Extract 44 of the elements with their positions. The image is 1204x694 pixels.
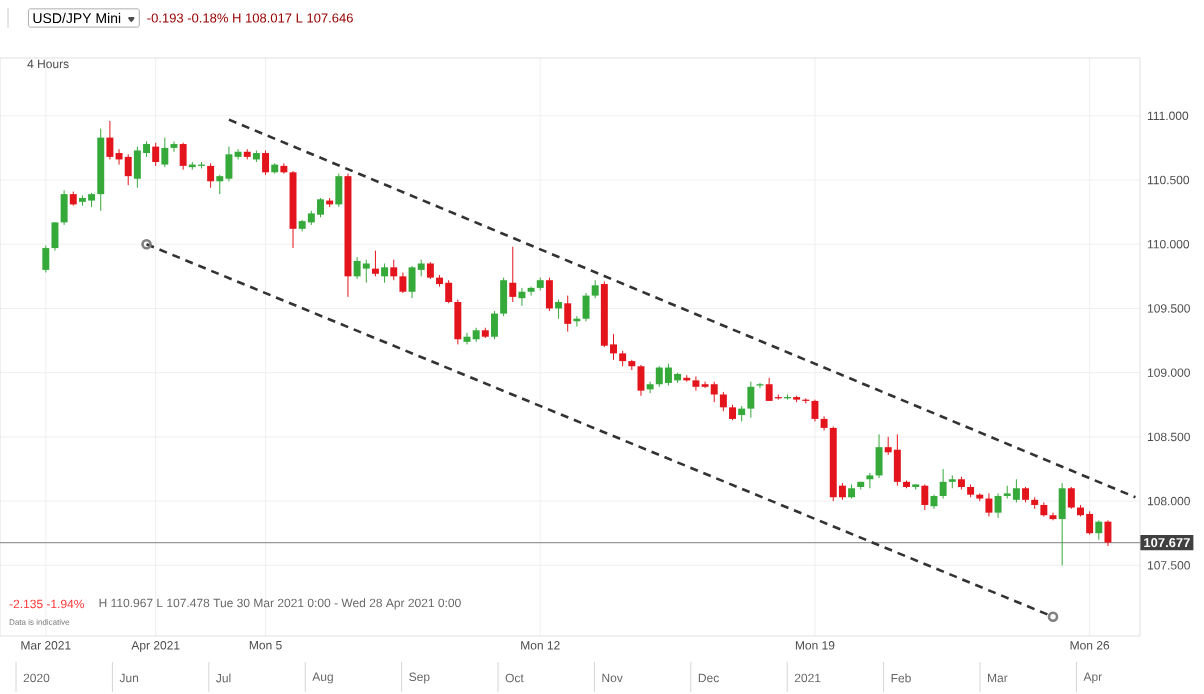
candlestick — [1104, 519, 1112, 547]
candlestick — [719, 391, 727, 412]
candlestick — [747, 381, 755, 419]
candlestick — [756, 382, 764, 389]
candlestick — [454, 298, 462, 345]
candlestick — [545, 277, 553, 312]
candlestick — [811, 399, 819, 422]
candlestick — [280, 162, 288, 175]
candlestick — [262, 149, 270, 176]
candlestick — [866, 472, 874, 489]
candlestick — [875, 433, 883, 479]
candlestick — [335, 173, 343, 208]
candlestick — [152, 142, 160, 167]
candlestick — [637, 364, 645, 397]
candlestick — [994, 492, 1002, 519]
candlestick — [161, 137, 169, 168]
candlestick — [1058, 482, 1066, 566]
candlestick — [582, 292, 590, 322]
candlestick — [509, 246, 517, 303]
candlestick — [381, 262, 389, 284]
candlestick — [390, 259, 398, 281]
candlestick — [399, 271, 407, 294]
candlestick — [921, 483, 929, 511]
candlestick — [1095, 519, 1103, 541]
candlestick — [985, 492, 993, 518]
candlestick — [564, 295, 572, 333]
candlestick — [371, 250, 379, 277]
candlestick — [500, 277, 508, 317]
candlestick — [60, 189, 68, 226]
candlestick — [179, 142, 187, 171]
candlestick — [646, 381, 654, 394]
candlestick — [555, 298, 563, 320]
candlestick — [207, 162, 215, 189]
candlestick — [124, 153, 132, 186]
candlestick — [490, 310, 498, 340]
candlestick — [710, 381, 718, 403]
candlestick — [51, 221, 59, 252]
candlestick — [518, 287, 526, 307]
candlestick — [42, 245, 50, 273]
candlestick — [893, 433, 901, 487]
candlestick — [1012, 478, 1020, 503]
candlestick — [362, 259, 370, 284]
candlestick — [939, 468, 947, 500]
candlestick — [1067, 486, 1075, 510]
